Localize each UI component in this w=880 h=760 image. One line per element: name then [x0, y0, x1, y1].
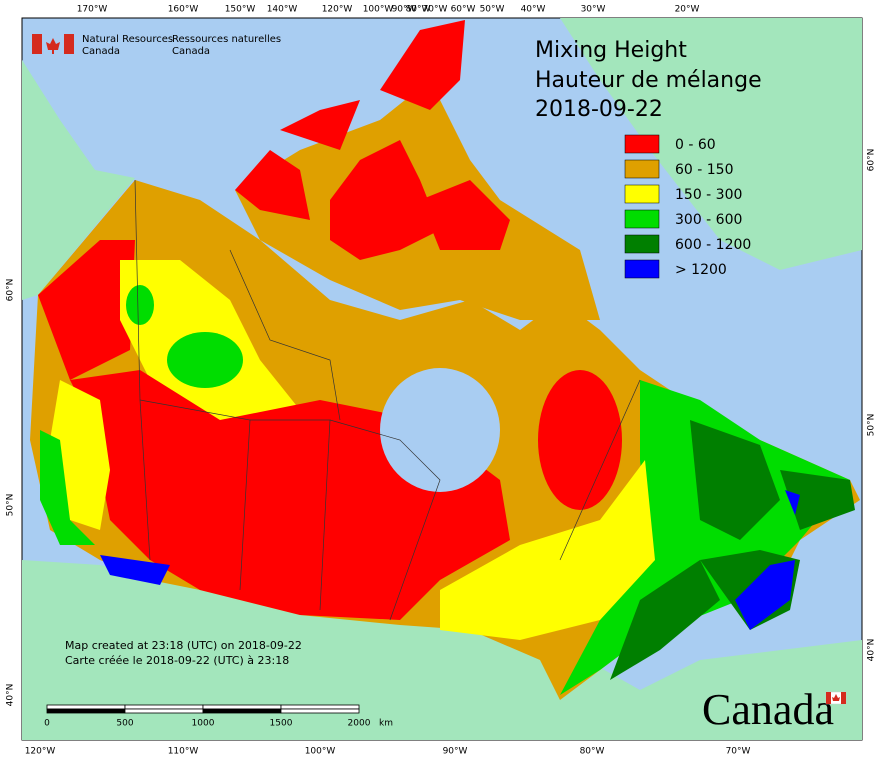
title-date: 2018-09-22	[535, 97, 663, 122]
longitude-label: 50°W	[480, 5, 505, 15]
longitude-label: 160°W	[168, 5, 199, 15]
agency-fr: Canada	[172, 46, 210, 57]
agency-fr: Ressources naturelles	[172, 34, 281, 45]
agency-en: Canada	[82, 46, 120, 57]
longitude-label: 80°W	[580, 747, 605, 757]
scale-segment	[280, 708, 360, 714]
scale-segment	[124, 708, 204, 714]
longitude-label: 80°W	[406, 5, 431, 15]
legend-swatch	[624, 209, 660, 229]
legend-label: 0 - 60	[675, 137, 716, 153]
longitude-label: 90°W	[443, 747, 468, 757]
longitude-label: 100°W	[363, 5, 394, 15]
legend: 0 - 60 60 - 150 150 - 300 300 - 600 600 - 12…	[624, 134, 751, 279]
legend-label: 150 - 300	[675, 187, 742, 203]
scale-segment	[202, 708, 282, 714]
longitude-label: 40°W	[521, 5, 546, 15]
legend-label: 600 - 1200	[675, 237, 751, 253]
scale-bar: 0 500 1000 1500 2000 km	[44, 704, 393, 729]
longitude-label: 60°W	[451, 5, 476, 15]
scale-label: 2000	[348, 719, 371, 729]
scale-segment	[46, 708, 126, 714]
longitude-label: 120°W	[322, 5, 353, 15]
legend-swatch	[624, 159, 660, 179]
note-en: Map created at 23:18 (UTC) on 2018-09-22	[65, 639, 302, 652]
longitude-label: 170°W	[77, 5, 108, 15]
scale-segment	[124, 704, 204, 710]
title-fr: Hauteur de mélange	[535, 68, 762, 93]
agency-en: Natural Resources	[82, 34, 173, 45]
longitude-label: 100°W	[305, 747, 336, 757]
latitude-label: 50°N	[6, 494, 16, 517]
scale-label: 1500	[270, 719, 293, 729]
scale-label: 0	[44, 719, 50, 729]
flag-band	[64, 34, 74, 54]
legend-label: 60 - 150	[675, 162, 734, 178]
legend-swatch	[624, 234, 660, 254]
legend-label: 300 - 600	[675, 212, 742, 228]
canada-zones	[30, 20, 860, 700]
note-fr: Carte créée le 2018-09-22 (UTC) à 23:18	[65, 654, 289, 667]
longitude-label: 110°W	[168, 747, 199, 757]
latitude-label: 40°N	[867, 639, 877, 662]
longitude-label: 30°W	[581, 5, 606, 15]
land-other	[22, 18, 862, 740]
scale-label: 500	[116, 719, 133, 729]
wordmark: Canada	[702, 685, 834, 734]
wordmark-flag	[825, 691, 847, 705]
legend-swatch	[624, 134, 660, 154]
latitude-label: 60°N	[867, 149, 877, 172]
longitude-label: 120°W	[25, 747, 56, 757]
latitude-label: 40°N	[6, 684, 16, 707]
scale-segment	[202, 704, 282, 710]
longitude-label: 20°W	[675, 5, 700, 15]
scale-label: 1000	[192, 719, 215, 729]
scale-unit: km	[379, 719, 393, 729]
latitude-label: 50°N	[867, 414, 877, 437]
latitude-label: 60°N	[6, 279, 16, 302]
legend-label: > 1200	[675, 262, 727, 278]
flag-leaf	[46, 38, 60, 54]
legend-swatch	[624, 259, 660, 279]
title-en: Mixing Height	[535, 38, 687, 63]
longitude-label: 150°W	[225, 5, 256, 15]
borders	[134, 179, 641, 621]
header: Natural Resources Canada Ressources natu…	[32, 34, 281, 57]
longitude-label: 140°W	[267, 5, 298, 15]
longitude-label: 90°W	[392, 5, 417, 15]
scale-segment	[46, 704, 126, 710]
flag-band	[32, 34, 42, 54]
longitude-label: 70°W	[423, 5, 448, 15]
scale-segment	[280, 704, 360, 710]
legend-swatch	[624, 184, 660, 204]
longitude-label: 70°W	[726, 747, 751, 757]
